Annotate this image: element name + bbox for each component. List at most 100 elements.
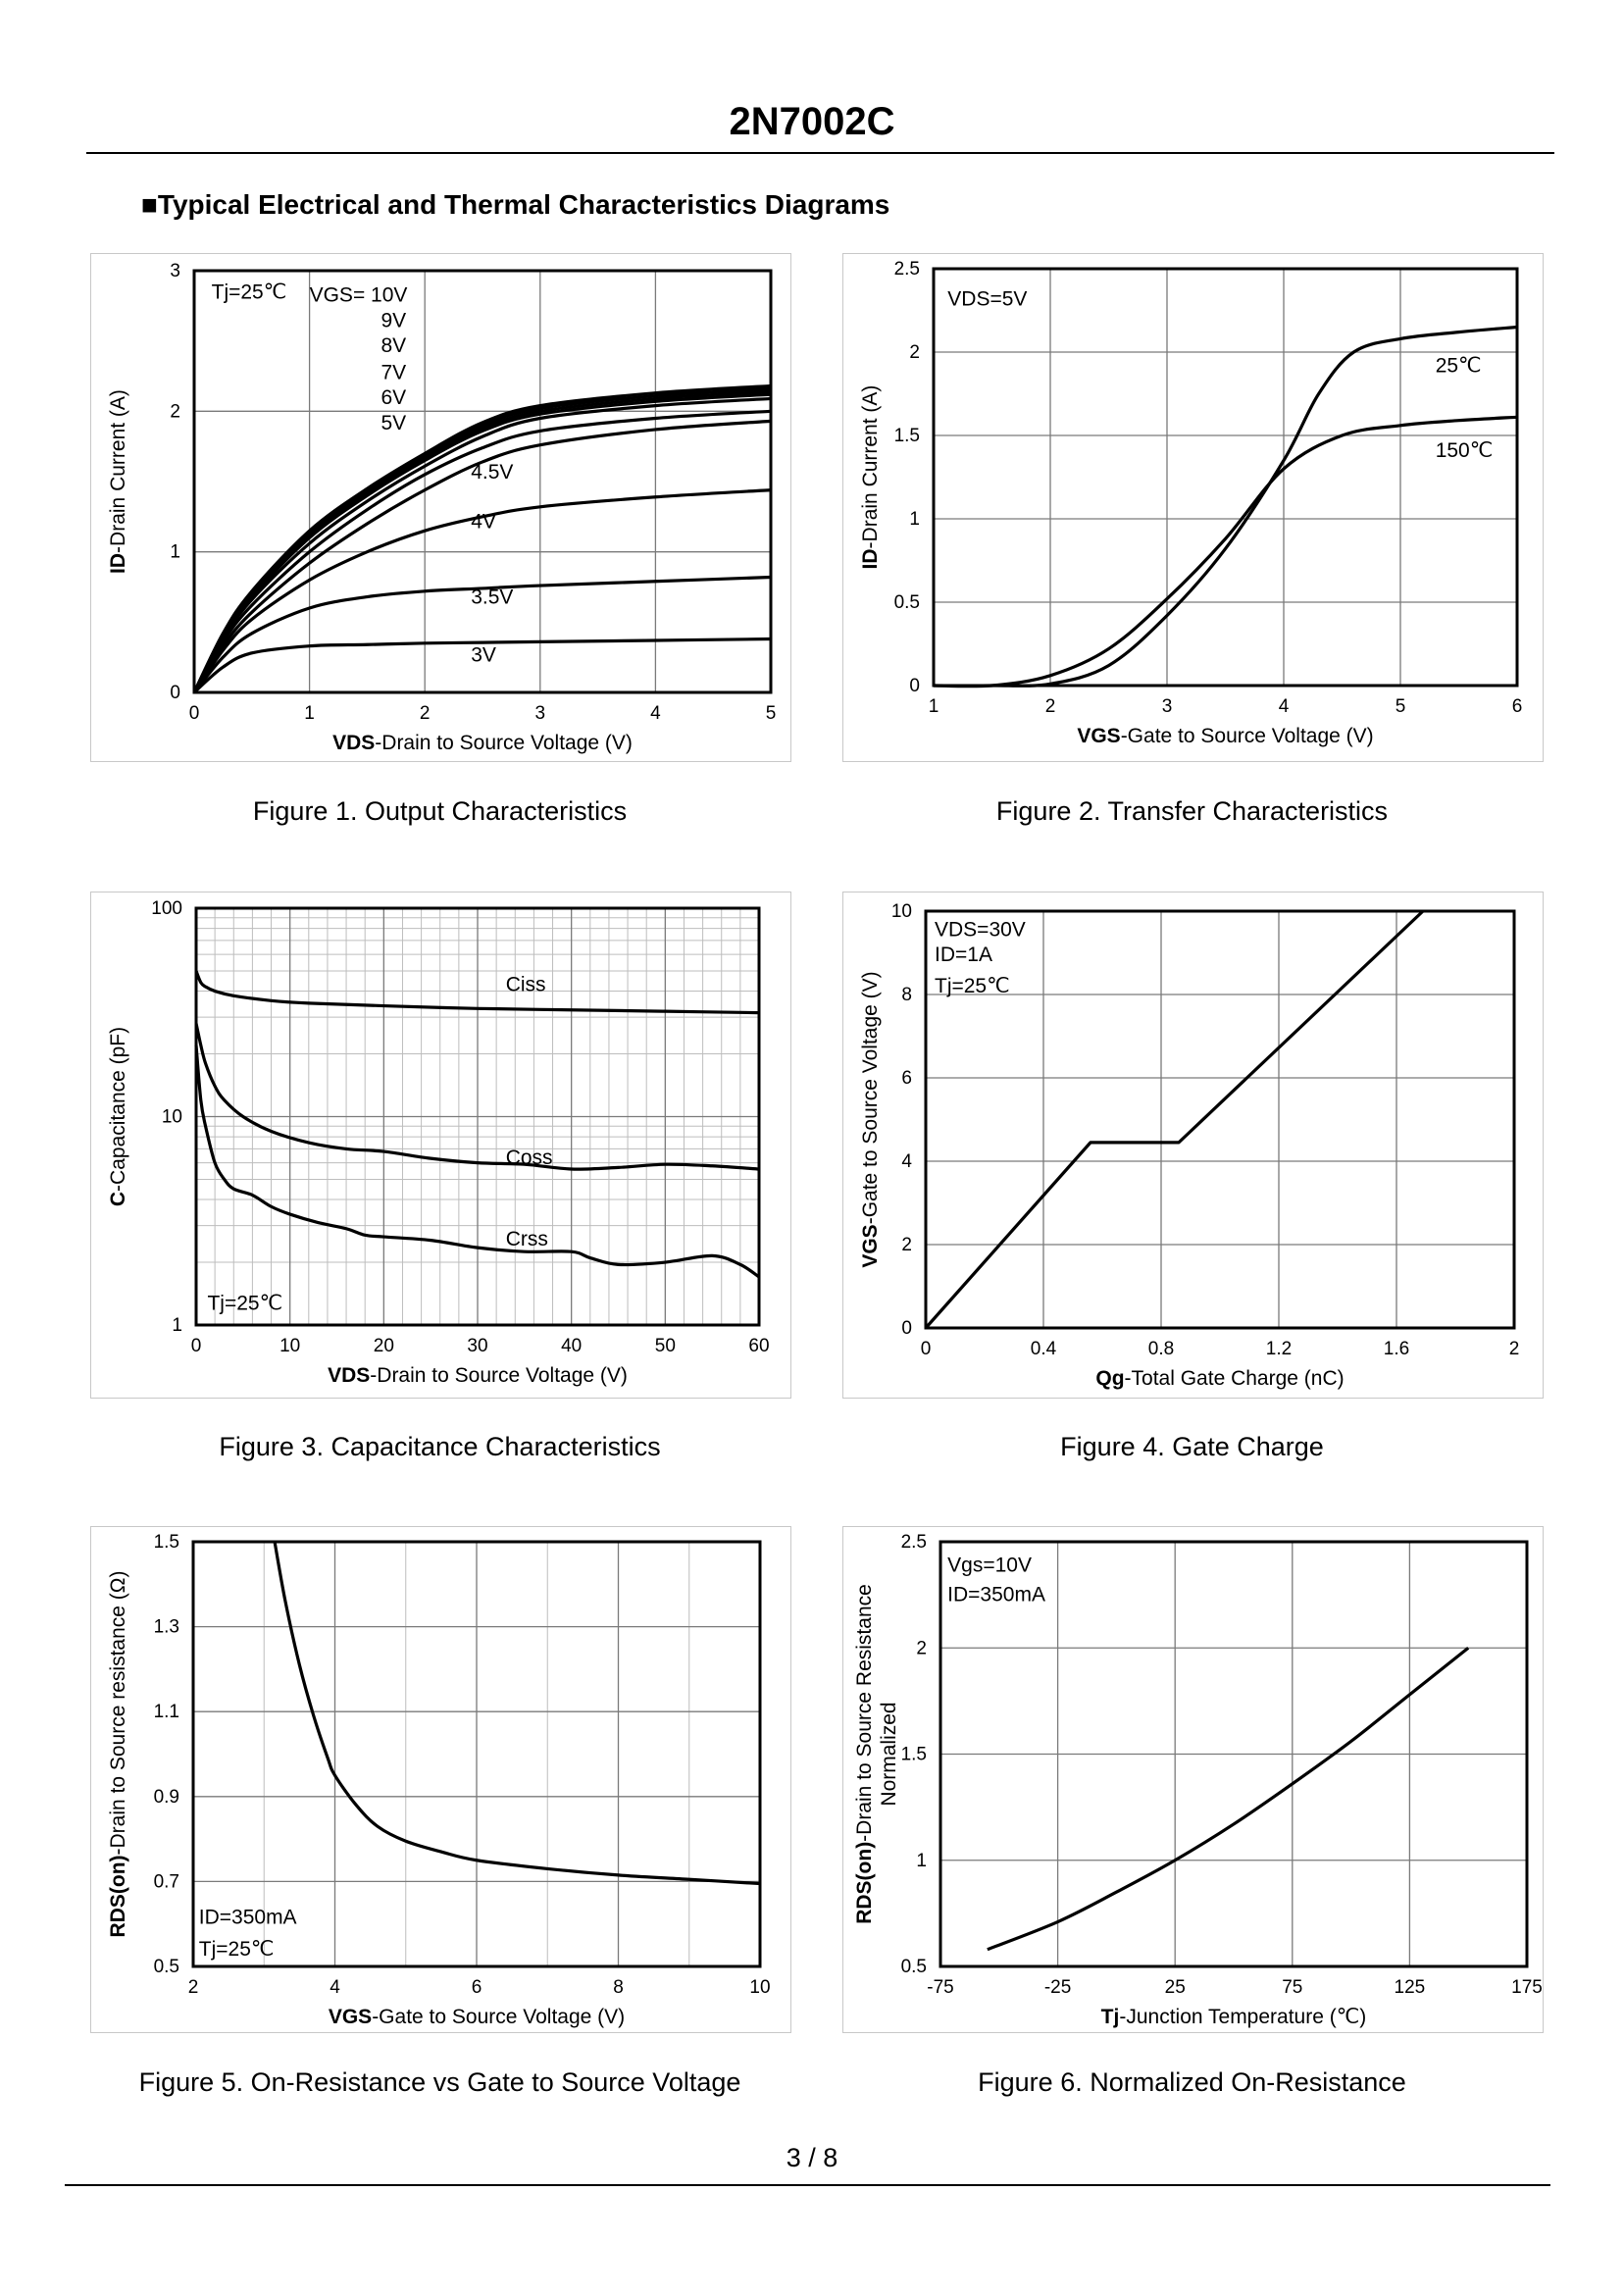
fig2-grid	[933, 268, 1518, 687]
fig4-y-axis-title: VGS-Gate to Source Voltage (V)	[859, 971, 882, 1267]
figure-2-caption: Figure 2. Transfer Characteristics	[995, 796, 1389, 826]
section-heading: ■Typical Electrical and Thermal Characte…	[141, 189, 890, 220]
figure-5-caption: Figure 5. On-Resistance vs Gate to Sourc…	[138, 2067, 741, 2097]
fig3-x-tick-label: 50	[655, 1336, 676, 1356]
fig2-annotation: 150℃	[1436, 439, 1494, 462]
fig3-x-tick-label: 40	[561, 1336, 582, 1356]
fig2-y-tick-label: 1	[909, 509, 920, 530]
fig3-y-axis-title: C-Capacitance (pF)	[107, 1027, 129, 1206]
figure-4-panel: 0 0.4 0.8 1.2 1.6 2 0 2 4 6 8 10 Qg-Total Gate Charg…	[842, 892, 1544, 1399]
fig4-annotation: ID=1A	[935, 943, 992, 966]
fig1-series-4	[192, 396, 772, 693]
fig3-y-tick-label: 100	[151, 898, 182, 919]
fig6-annotation: Vgs=10V	[947, 1554, 1032, 1576]
fig1-x-tick-label: 5	[766, 703, 777, 724]
fig4-x-tick-label: 0.8	[1148, 1339, 1174, 1359]
fig3-chart: 0 10 20 30 40 50 60 1 10 100 VDS-Drain to Source V…	[107, 898, 770, 1387]
fig2-annotation: VDS=5V	[947, 287, 1027, 310]
fig4-annotation: VDS=30V	[935, 919, 1026, 942]
fig6-y-tick-label: 2	[916, 1638, 927, 1658]
fig6-y-axis-title: RDS(on)-Drain to Source Resistance	[853, 1584, 876, 1924]
fig4-x-axis-title: Qg-Total Gate Charge (nC)	[1095, 1367, 1344, 1390]
fig5-plot-frame	[191, 1540, 762, 1968]
fig2-plot-frame	[932, 267, 1519, 688]
fig6-chart: -75 -25 25 75 125 175 0.5 1 1.5 2 2.5 Tj-Junction T…	[853, 1532, 1543, 2028]
fig4-chart: 0 0.4 0.8 1.2 1.6 2 0 2 4 6 8 10 Qg-Total Gate Charg…	[859, 901, 1519, 1390]
fig4-x-tick-label: 0	[921, 1339, 932, 1359]
fig1-y-tick-label: 1	[170, 542, 180, 563]
fig2-y-tick-label: 0.5	[894, 592, 920, 613]
fig6-x-tick-label: -25	[1044, 1977, 1071, 1998]
fig5-x-tick-label: 8	[613, 1977, 624, 1998]
fig1-annotation: 3.5V	[471, 586, 513, 609]
fig2-y-tick-label: 2	[909, 342, 920, 363]
fig6-y-tick-label: 0.5	[901, 1957, 927, 1977]
fig5-y-tick-label: 0.9	[154, 1787, 179, 1808]
fig2-chart: 1 2 3 4 5 6 0 0.5 1 1.5 2 2.5 VGS-Gate to Source Vol…	[859, 259, 1523, 747]
fig2-x-tick-label: 6	[1512, 696, 1523, 717]
fig2-x-axis-title: VGS-Gate to Source Voltage (V)	[1077, 725, 1373, 747]
fig1-series-8	[192, 575, 772, 694]
fig4-y-tick-label: 6	[901, 1068, 912, 1089]
fig6-plot-frame	[939, 1540, 1529, 1968]
fig2-x-tick-label: 3	[1162, 696, 1173, 717]
fig1-annotation: 9V	[381, 309, 407, 331]
fig1-annotation: 8V	[381, 334, 407, 357]
fig4-x-tick-label: 1.6	[1384, 1339, 1409, 1359]
fig6-y-tick-label: 1.5	[901, 1745, 927, 1765]
fig1-y-tick-label: 3	[170, 261, 180, 281]
fig3-series-1	[194, 1023, 760, 1171]
figure-6-panel: -75 -25 25 75 125 175 0.5 1 1.5 2 2.5 Tj-Junction T…	[842, 1526, 1544, 2033]
fig1-x-axis-title: VDS-Drain to Source Voltage (V)	[332, 732, 633, 754]
fig5-y-tick-label: 0.7	[154, 1871, 179, 1892]
fig6-y-tick-label: 2.5	[901, 1532, 927, 1553]
fig2-x-tick-label: 5	[1396, 696, 1406, 717]
fig1-annotation: 4.5V	[471, 461, 513, 484]
fig1-series-6	[192, 419, 772, 693]
fig4-y-tick-label: 2	[901, 1235, 912, 1255]
fig5-minor-grid	[263, 1542, 690, 1966]
fig4-annotation: Tj=25℃	[935, 975, 1010, 997]
fig5-x-tick-label: 2	[188, 1977, 199, 1998]
fig2-series-1	[933, 415, 1518, 688]
fig2-y-tick-label: 2.5	[894, 259, 920, 280]
fig4-grid	[925, 910, 1515, 1329]
fig5-x-axis-title: VGS-Gate to Source Voltage (V)	[329, 2006, 625, 2028]
fig3-series-2	[194, 1045, 760, 1279]
fig4-y-tick-label: 0	[901, 1318, 912, 1339]
fig3-x-tick-label: 0	[191, 1336, 202, 1356]
figure-3-panel: 0 10 20 30 40 50 60 1 10 100 VDS-Drain to Source V…	[90, 892, 791, 1399]
fig3-x-tick-label: 30	[467, 1336, 487, 1356]
fig5-annotation: Tj=25℃	[199, 1938, 275, 1961]
fig3-series-0	[194, 970, 760, 1015]
fig6-y-axis-title-line2: Normalized	[878, 1702, 900, 1806]
fig6-x-tick-label: 125	[1395, 1977, 1426, 1998]
figure-6-caption: Figure 6. Normalized On-Resistance	[978, 2067, 1406, 2097]
fig5-x-tick-label: 6	[472, 1977, 482, 1998]
fig3-x-tick-label: 60	[748, 1336, 769, 1356]
fig1-annotation: VGS= 10V	[310, 284, 408, 307]
fig1-plot-frame	[192, 269, 773, 694]
fig3-annotation: Ciss	[506, 974, 546, 996]
fig5-y-tick-label: 0.5	[154, 1957, 179, 1977]
fig5-y-tick-label: 1.1	[154, 1702, 179, 1722]
fig5-annotation: ID=350mA	[199, 1907, 297, 1929]
fig1-series-9	[192, 637, 772, 694]
fig1-x-tick-label: 2	[420, 703, 431, 724]
fig1-annotation: 7V	[381, 361, 407, 383]
fig2-annotation: 25℃	[1436, 354, 1482, 377]
fig3-annotation: Coss	[506, 1147, 553, 1169]
fig1-x-tick-label: 4	[650, 703, 661, 724]
fig5-x-tick-label: 4	[330, 1977, 340, 1998]
fig3-y-tick-label: 10	[162, 1107, 182, 1128]
fig6-x-tick-label: -75	[927, 1977, 953, 1998]
fig3-plot-frame	[194, 906, 761, 1327]
fig2-y-tick-label: 0	[909, 676, 920, 696]
fig6-series-0	[987, 1646, 1470, 1952]
header-rule	[86, 152, 1554, 154]
fig3-x-tick-label: 20	[374, 1336, 394, 1356]
fig1-x-tick-label: 3	[535, 703, 546, 724]
fig1-series-7	[192, 488, 772, 693]
fig2-x-tick-label: 4	[1279, 696, 1290, 717]
fig1-y-axis-title: ID-Drain Current (A)	[107, 389, 129, 574]
